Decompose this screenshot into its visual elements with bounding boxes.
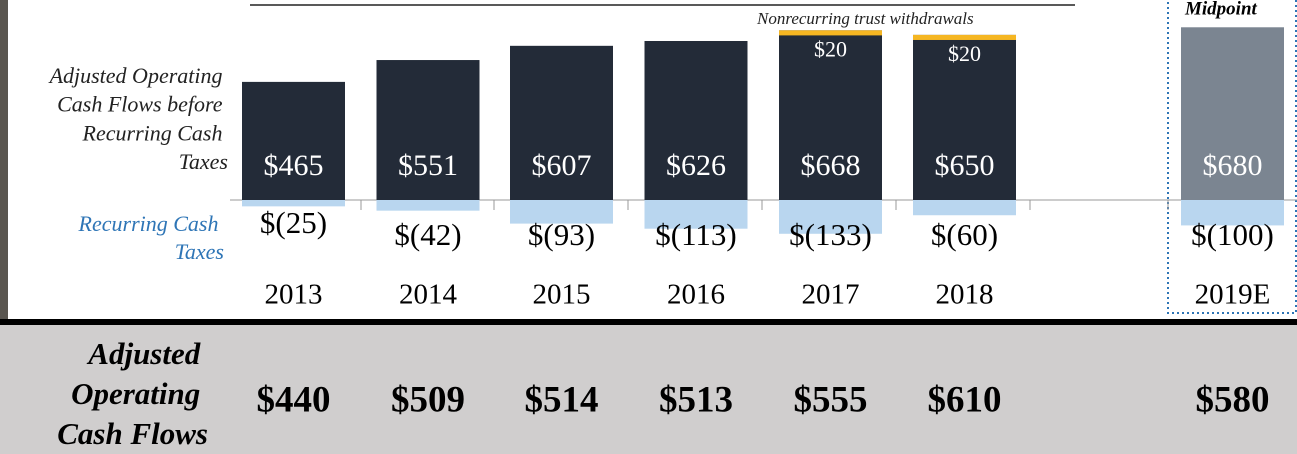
totals-label-line: Cash Flows bbox=[57, 416, 208, 451]
cash-flow-legend-line: Cash Flows before bbox=[57, 92, 228, 117]
cash-flow-legend-line: Recurring Cash bbox=[82, 120, 228, 145]
bar-value-label: $680 bbox=[1203, 149, 1263, 182]
chart: Midpoint $465 $(25) 2013 $440 $551 $(42) 2014 $… bbox=[0, 0, 1297, 454]
nonrecurring-label: $20 bbox=[814, 36, 847, 61]
year-label: 2019E bbox=[1195, 279, 1271, 311]
tax-legend: Recurring Cash Taxes bbox=[78, 211, 224, 264]
year-label: 2014 bbox=[399, 279, 458, 311]
tax-value-label: $(133) bbox=[789, 217, 872, 252]
tax-bar bbox=[377, 200, 480, 211]
tax-value-label: $(93) bbox=[528, 217, 595, 252]
totals-label-line: Adjusted bbox=[86, 336, 208, 371]
total-value: $610 bbox=[928, 379, 1002, 420]
nonrecurring-label: $20 bbox=[948, 41, 981, 66]
bar-value-label: $465 bbox=[264, 149, 324, 182]
total-value: $509 bbox=[391, 379, 465, 420]
year-label: 2015 bbox=[533, 279, 591, 311]
total-value: $513 bbox=[659, 379, 733, 420]
year-label: 2018 bbox=[936, 279, 994, 311]
totals-label-line: Operating bbox=[71, 376, 208, 411]
bar-value-label: $626 bbox=[666, 149, 726, 182]
bar-value-label: $650 bbox=[935, 149, 995, 182]
total-value: $555 bbox=[794, 379, 868, 420]
tax-bar bbox=[913, 200, 1016, 215]
cash-flow-legend-line: Adjusted Operating bbox=[48, 63, 228, 88]
tax-value-label: $(60) bbox=[931, 217, 998, 252]
tax-legend-line: Recurring Cash bbox=[78, 211, 224, 236]
tax-value-label: $(113) bbox=[655, 217, 737, 252]
cash-flow-legend-line: Taxes bbox=[179, 149, 228, 174]
year-label: 2016 bbox=[667, 279, 725, 311]
total-value: $580 bbox=[1196, 379, 1270, 420]
midpoint-label: Midpoint bbox=[1184, 0, 1258, 19]
year-label: 2017 bbox=[802, 279, 860, 311]
tax-legend-line: Taxes bbox=[175, 239, 224, 264]
tax-value-label: $(25) bbox=[260, 205, 327, 240]
nonrecurring-segment bbox=[779, 30, 882, 35]
cash-flow-legend: Adjusted Operating Cash Flows before Rec… bbox=[48, 63, 228, 174]
nonrecurring-segment bbox=[913, 35, 1016, 40]
cash-flow-bar bbox=[242, 82, 345, 200]
tax-value-label: $(42) bbox=[394, 217, 461, 252]
bar-value-label: $668 bbox=[801, 149, 861, 182]
bar-value-label: $551 bbox=[398, 149, 458, 182]
nonrecurring-legend: Nonrecurring trust withdrawals bbox=[756, 9, 974, 28]
total-value: $514 bbox=[525, 379, 599, 420]
total-value: $440 bbox=[257, 379, 331, 420]
year-label: 2013 bbox=[265, 279, 323, 311]
tax-value-label: $(100) bbox=[1191, 217, 1274, 252]
bar-value-label: $607 bbox=[532, 149, 592, 182]
